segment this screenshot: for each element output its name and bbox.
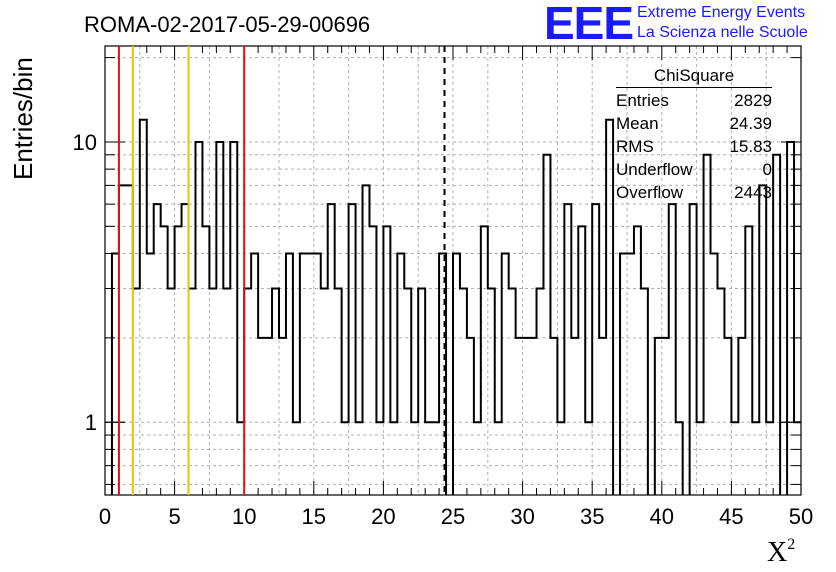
stats-label: Entries: [616, 91, 669, 110]
x-tick-label: 35: [580, 504, 604, 529]
stats-label: Overflow: [616, 183, 684, 202]
y-tick-label: 10: [73, 130, 97, 155]
x-tick-label: 50: [789, 504, 813, 529]
y-tick-label: 1: [85, 410, 97, 435]
x-tick-label: 0: [99, 504, 111, 529]
stats-value: 2829: [734, 91, 772, 110]
stats-value: 24.39: [729, 114, 772, 133]
stats-row-mean: Mean 24.39: [616, 114, 772, 137]
logo-mark: EEE: [544, 0, 634, 49]
stats-box: ChiSquare Entries 2829 Mean 24.39 RMS 15…: [616, 66, 772, 206]
x-tick-label: 20: [371, 504, 395, 529]
x-axis-label: X2: [767, 536, 796, 568]
x-tick-label: 25: [441, 504, 465, 529]
stats-label: RMS: [616, 137, 654, 156]
stats-value: 0: [762, 160, 772, 179]
x-tick-label: 5: [168, 504, 180, 529]
logo-subtitle-2: La Scienza nelle Scuole: [637, 24, 808, 41]
x-tick-label: 30: [510, 504, 534, 529]
stats-value: 15.83: [729, 137, 772, 156]
x-tick-label: 40: [650, 504, 674, 529]
stats-value: 2443: [734, 183, 772, 202]
chart-title: ROMA-02-2017-05-29-00696: [84, 12, 371, 37]
stats-row-underflow: Underflow 0: [616, 160, 772, 183]
x-tick-label: 15: [302, 504, 326, 529]
stats-label: Underflow: [616, 160, 693, 179]
stats-label: Mean: [616, 114, 659, 133]
stats-row-entries: Entries 2829: [616, 91, 772, 114]
stats-row-overflow: Overflow 2443: [616, 183, 772, 206]
logo-subtitle-1: Extreme Energy Events: [637, 4, 806, 21]
histogram-series: [110, 118, 801, 495]
x-tick-label: 45: [719, 504, 743, 529]
x-tick-label: 10: [232, 504, 256, 529]
stats-title: ChiSquare: [616, 66, 772, 88]
stats-row-rms: RMS 15.83: [616, 137, 772, 160]
